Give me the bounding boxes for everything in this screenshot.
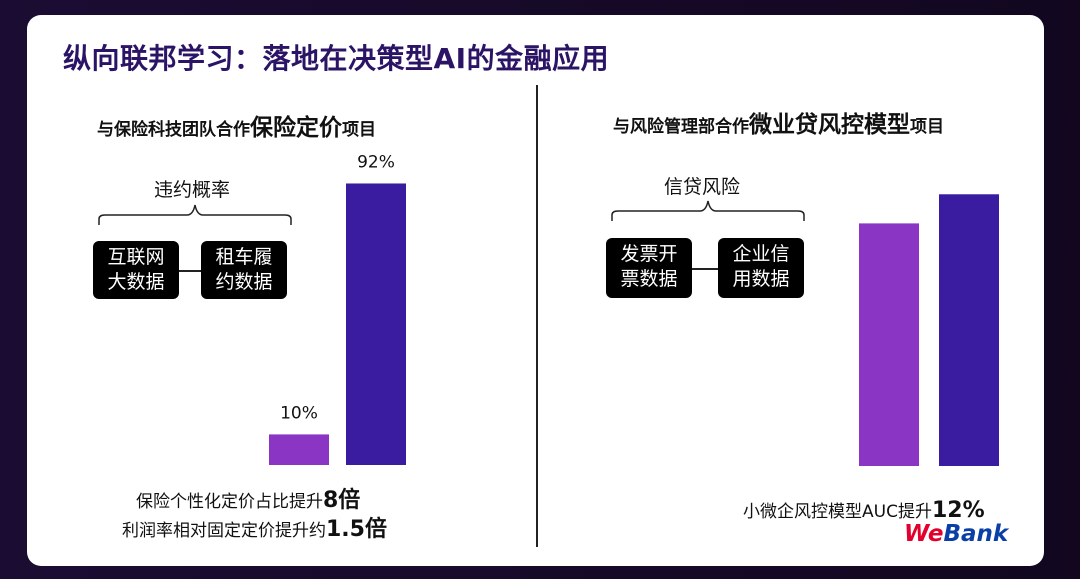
left-note-2: 利润率相对固定定价提升约1.5倍 [122, 511, 387, 543]
webank-logo: WeBank [904, 521, 1008, 547]
left-brace [98, 204, 292, 225]
left-heading-emphasis: 保险定价 [250, 115, 342, 141]
left-heading-prefix: 与保险科技团队合作 [97, 120, 250, 140]
left-box2-line1: 租车履 [215, 246, 273, 268]
chart-left-data-label-2: 92% [357, 152, 395, 172]
right-note-text: 小微企风控模型AUC提升 [743, 502, 932, 522]
left-note-1: 保险个性化定价占比提升8倍 [136, 482, 360, 514]
left-box2-line2: 约数据 [215, 271, 273, 293]
left-bar-chart: 10% 92% [269, 152, 406, 466]
left-data-box-internet: 互联网 大数据 [93, 241, 179, 299]
right-note-emphasis: 12% [931, 498, 985, 523]
right-heading-emphasis: 微业贷风控模型 [749, 112, 910, 138]
left-box1-line2: 大数据 [107, 271, 165, 293]
logo-we: We [904, 521, 944, 547]
left-note-2-emphasis: 1.5倍 [326, 517, 387, 542]
right-heading: 与风险管理部合作微业贷风控模型项目 [613, 105, 944, 139]
left-note-1-text: 保险个性化定价占比提升 [136, 492, 323, 512]
left-brace-label: 违约概率 [153, 179, 230, 201]
right-brace-label: 信贷风险 [663, 176, 740, 198]
left-heading-suffix: 项目 [342, 120, 376, 140]
right-box2-line1: 企业信 [732, 243, 790, 265]
left-data-box-rental: 租车履 约数据 [201, 241, 287, 299]
chart-right-bar-2 [939, 194, 999, 466]
right-box1-line1: 发票开 [620, 243, 678, 265]
left-box-connector [179, 270, 201, 272]
right-heading-prefix: 与风险管理部合作 [613, 117, 749, 137]
right-note: 小微企风控模型AUC提升12% [743, 497, 985, 523]
slide-card: 纵向联邦学习：落地在决策型AI的金融应用 与保险科技团队合作保险定价项目 违约概… [27, 15, 1044, 566]
chart-left-bar-2 [346, 183, 406, 466]
right-box-connector [692, 268, 718, 270]
right-bar-chart [859, 194, 999, 466]
left-note-2-text: 利润率相对固定定价提升约 [122, 521, 326, 541]
chart-left-bar-1 [269, 434, 329, 465]
right-data-box-invoice: 发票开 票数据 [606, 238, 692, 298]
slide-title: 纵向联邦学习：落地在决策型AI的金融应用 [63, 42, 610, 75]
chart-right-bar-1 [859, 223, 919, 466]
right-box1-line2: 票数据 [620, 268, 678, 290]
left-box1-line1: 互联网 [107, 246, 165, 268]
right-box2-line2: 用数据 [732, 268, 790, 290]
logo-bank: Bank [943, 521, 1009, 547]
right-brace [611, 200, 805, 221]
right-heading-suffix: 项目 [910, 117, 944, 137]
left-heading: 与保险科技团队合作保险定价项目 [97, 108, 376, 142]
left-note-1-emphasis: 8倍 [323, 488, 361, 513]
chart-left-data-label-1: 10% [280, 403, 318, 423]
right-data-box-credit: 企业信 用数据 [718, 238, 804, 298]
column-divider [536, 85, 538, 547]
